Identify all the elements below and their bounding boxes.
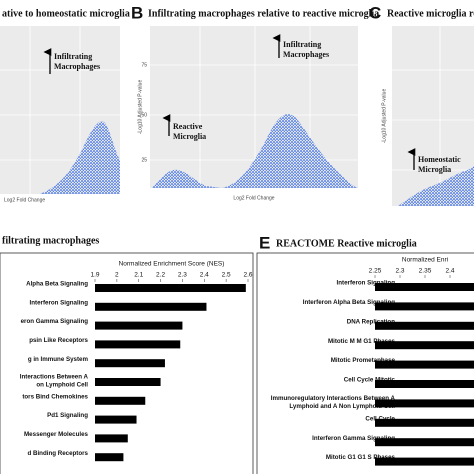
annotation: Homeostatic [418,155,461,164]
panel-letter: E [259,233,270,252]
panel-a: ative to homeostatic microglia Infiltrat… [0,8,130,203]
bar [95,396,146,405]
x-axis-label: Log2 Fold Change [4,197,45,203]
category-label: Interferon Alpha Beta Signaling [303,299,395,306]
bar [375,302,474,311]
category-label: Mitotic M M G1 Phases [328,338,396,345]
bar [375,321,474,330]
category-label: Interactions Between A [20,374,89,381]
bar [375,457,474,466]
category-label: eron Gamma Signaling [21,318,89,325]
bar [375,418,474,427]
x-tick-label: 2 [115,272,119,279]
panel-b: B Infiltrating macrophages relative to r… [131,3,379,201]
category-label: Interferon Signaling [30,299,89,306]
y-tick-label: 25 [141,157,147,163]
bar [375,438,474,447]
bar [95,378,161,386]
bar [95,340,181,349]
category-label: tors Bind Chemokines [22,393,88,400]
panel-title: filtrating macrophages [2,235,99,246]
bar [95,284,246,292]
annotation: Macrophages [54,62,100,71]
panel-c: C Reactive microglia rela Homeostatic Mi… [369,3,474,206]
category-label: Interferon Signaling [337,280,396,287]
category-label: on Lymphoid Cell [36,382,88,389]
annotation: Infiltrating [54,52,92,61]
category-label: Lymphoid and A Non Lymphoid Cell [289,403,395,410]
y-axis-label: -Log10 Adjusted P-value [137,80,143,135]
x-tick-label: 2.35 [419,268,432,275]
category-label: Mitotic G1 G1 S Phases [326,454,396,461]
bar [95,302,207,311]
bar [375,380,474,388]
bar [375,360,474,369]
panel-title: Reactive microglia rela [387,8,474,19]
bar [95,321,183,330]
x-tick-label: 2.5 [222,272,231,279]
category-label: Alpha Beta Signaling [26,281,88,288]
x-tick-label: 2.3 [178,272,187,279]
x-axis-label: Log2 Fold Change [233,195,274,201]
category-label: Cell Cycle Mitotic [344,377,396,384]
category-label: g in Immune System [28,356,89,363]
panel-title: REACTOME Reactive microglia [276,238,417,249]
bar [375,341,474,350]
x-axis-title: Normalized Enrichment Score (NES) [119,261,225,268]
annotation: Microglia [173,132,206,141]
category-label: psin Like Receptors [29,337,88,344]
x-tick-label: 2.4 [200,272,209,279]
point-cloud [398,166,474,206]
y-tick-label: 75 [141,62,147,68]
grid [392,26,474,206]
x-tick-label: 2.4 [445,268,454,275]
x-tick-label: 2.2 [156,272,165,279]
category-label: Messenger Molecules [24,431,89,438]
x-tick-label: 1.9 [90,272,99,279]
point-cloud [40,121,120,194]
x-tick-label: 2.3 [395,268,404,275]
panel-frame [256,252,474,474]
panel-letter: C [369,3,381,22]
point-cloud [222,114,358,188]
category-label: Pd1 Signaling [47,412,88,419]
category-label: d Binding Receptors [27,450,88,457]
point-cloud [152,169,222,188]
x-tick-label: 2.6 [243,272,252,279]
bar [375,399,474,408]
panel-frame [0,252,254,474]
annotation: Macrophages [283,50,329,59]
bar [95,415,137,424]
bar [375,283,474,291]
category-label: Interferon Gamma Signaling [312,435,395,442]
y-tick-label: 50 [141,112,147,118]
x-tick-label: 2.25 [369,268,382,275]
y-axis-label: -Log10 Adjusted P-value [381,89,387,144]
grid [150,26,358,188]
annotation: Microglia [418,165,451,174]
category-label: Immunoregulatory Interactions Between A [271,395,396,402]
panel-letter: B [131,3,143,22]
bar [95,453,124,462]
category-label: DNA Replication [347,318,395,325]
x-tick-label: 2.1 [134,272,143,279]
annotation: Reactive [173,122,203,131]
panel-title: ative to homeostatic microglia [2,8,130,19]
panel-title: Infiltrating macrophages relative to rea… [148,8,379,19]
x-axis-title: Normalized Enri [402,257,448,264]
bar [95,434,128,443]
annotation: Infiltrating [283,40,321,49]
category-label: Mitotic Prometaphase [331,357,396,364]
bar [95,359,165,368]
